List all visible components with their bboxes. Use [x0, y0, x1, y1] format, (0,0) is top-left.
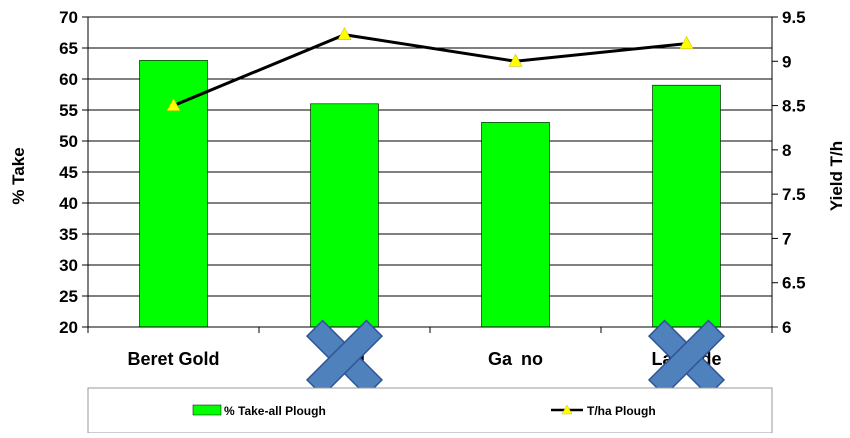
- line-point: [337, 27, 352, 41]
- x-tick-label: Beret Gold: [127, 349, 219, 369]
- y2-axis-title: Yield T/h: [827, 141, 846, 211]
- y-tick-label: 40: [59, 194, 78, 213]
- x-tick-label: Ga no: [488, 349, 543, 369]
- bar: [481, 122, 550, 328]
- legend-swatch-marker: [561, 404, 573, 415]
- line-point: [166, 97, 181, 111]
- line-point: [508, 53, 523, 67]
- y2-tick-label: 7.5: [782, 185, 806, 204]
- y-tick-label: 55: [59, 101, 78, 120]
- y-tick-label: 20: [59, 318, 78, 337]
- legend-box: [87, 387, 773, 434]
- overlay-marks: [305, 319, 726, 397]
- y2-tick-label: 8: [782, 141, 791, 160]
- line-path: [172, 33, 687, 107]
- x-cross-icon: [305, 319, 384, 397]
- y-tick-label: 50: [59, 132, 78, 151]
- y-tick-label: 70: [59, 8, 78, 27]
- y2-tick-label: 9: [782, 52, 791, 71]
- legend-label-line: T/ha Plough: [587, 404, 656, 418]
- legend-label-bar: % Take-all Plough: [224, 404, 326, 418]
- y-tick-label: 45: [59, 163, 78, 182]
- axis-labels: % Take Yield T/h: [9, 141, 846, 211]
- y-axis-title: % Take: [9, 147, 28, 204]
- y-tick-label: 35: [59, 225, 78, 244]
- y2-tick-label: 7: [782, 229, 791, 248]
- y2-tick-label: 6: [782, 318, 791, 337]
- y-tick-label: 25: [59, 287, 78, 306]
- line-point: [679, 35, 694, 49]
- y2-tick-label: 8.5: [782, 97, 806, 116]
- legend: % Take-all Plough T/ha Plough: [87, 387, 773, 434]
- y-tick-label: 65: [59, 39, 78, 58]
- y-tick-label: 30: [59, 256, 78, 275]
- bar: [310, 103, 379, 328]
- y2-tick-label: 9.5: [782, 8, 806, 27]
- bar: [652, 84, 721, 328]
- y-tick-label: 60: [59, 70, 78, 89]
- x-cross-center: [672, 343, 701, 373]
- line-series: [166, 27, 694, 111]
- y2-tick-label: 6.5: [782, 274, 806, 293]
- legend-swatch-bar: [192, 404, 222, 416]
- bar-series: [139, 60, 721, 328]
